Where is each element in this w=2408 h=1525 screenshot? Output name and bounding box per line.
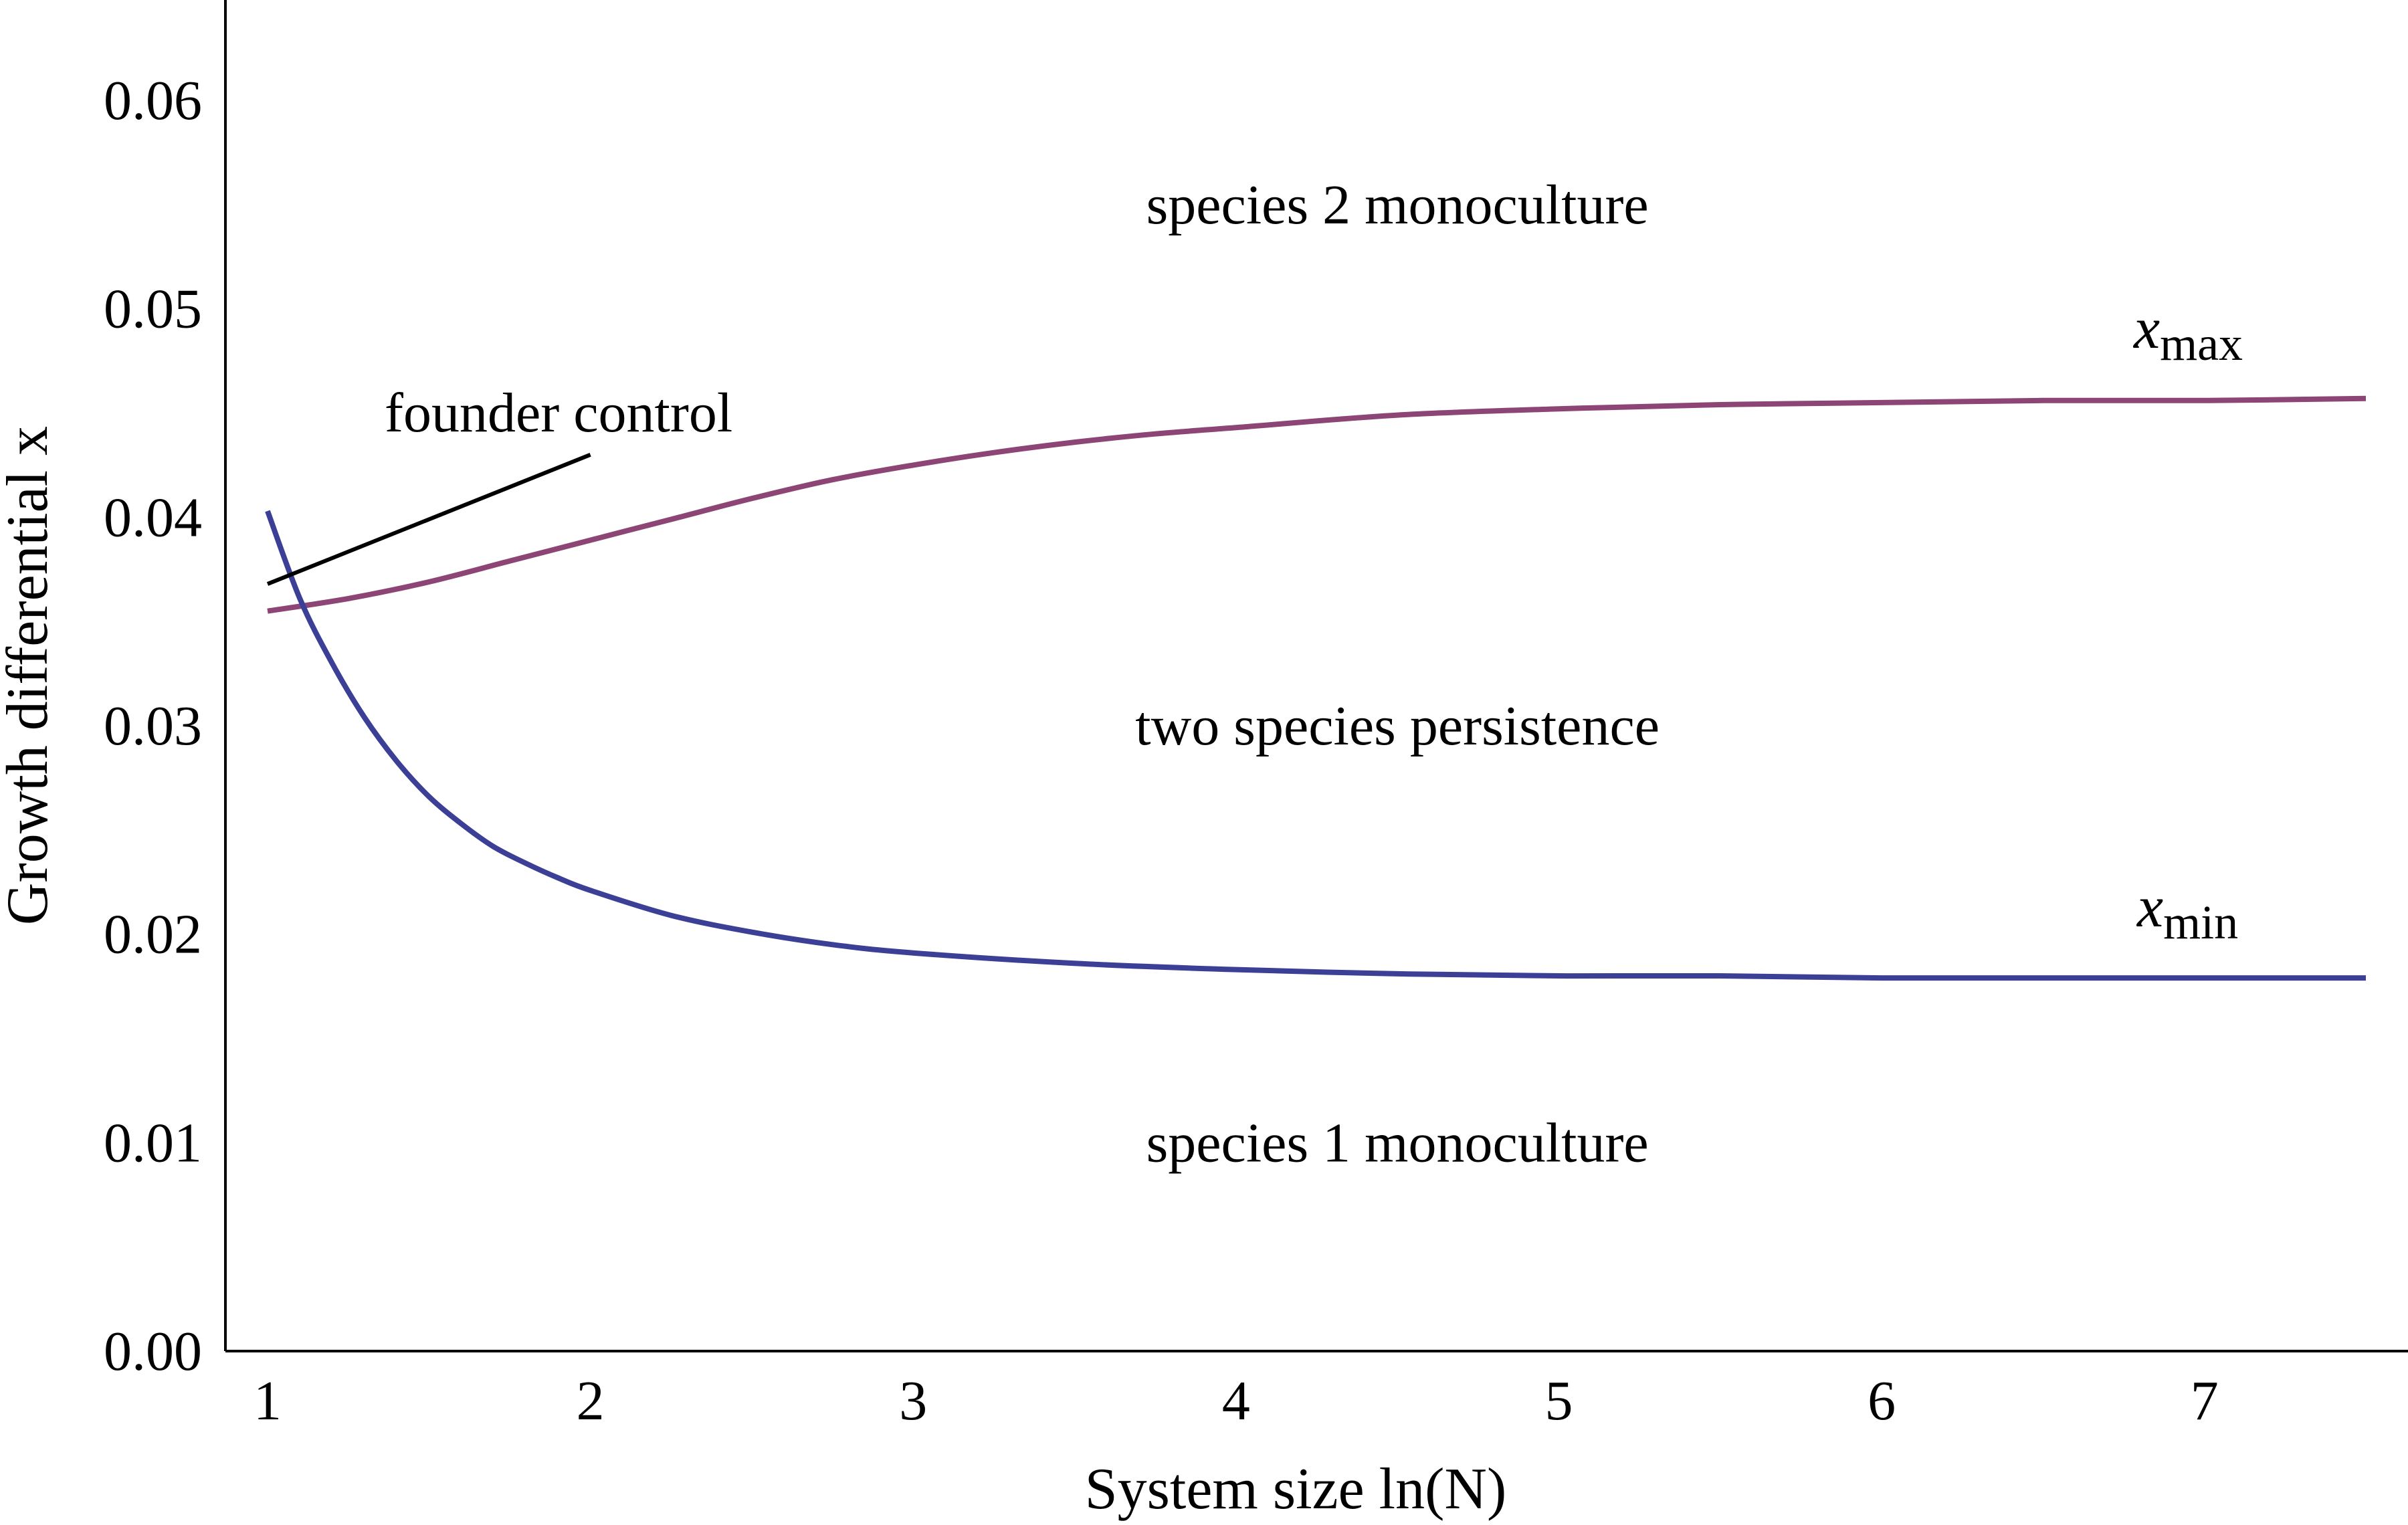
x-tick-label: 5 [1544,1370,1573,1432]
founder-control-line [266,453,591,586]
founder-control-label: founder control [385,382,732,444]
xmin-curve-label: xmin [2136,875,2238,949]
region-label-species-2-monoculture: species 2 monoculture [1146,174,1649,236]
y-axis-label: Growth differential x [0,426,60,925]
x-tick-label: 6 [1868,1370,1896,1432]
xmax-curve-label: xmax [2132,296,2243,371]
y-tick-label: 0.06 [104,70,202,132]
region-label-species-1-monoculture: species 1 monoculture [1146,1112,1649,1174]
x-axis-label: System size ln(N) [1085,1457,1507,1522]
y-tick-label: 0.00 [104,1320,202,1383]
xmin-label-main: x [2136,875,2163,940]
xmin-label-sub: min [2163,896,2238,949]
series-line-x-min [265,510,2366,981]
x-tick-label: 3 [899,1370,927,1432]
y-tick-label: 0.01 [104,1112,202,1174]
y-tick-labels: 0.00 0.01 0.02 0.03 0.04 0.05 0.06 [104,70,202,1383]
y-tick-label: 0.05 [104,278,202,340]
y-tick-label: 0.04 [104,486,202,548]
series-layer [265,395,2367,981]
xmax-label-main: x [2132,296,2160,361]
y-tick-label: 0.03 [104,695,202,757]
y-tick-label: 0.02 [104,904,202,966]
axes [224,0,2408,1352]
x-tick-label: 2 [577,1370,605,1432]
xmax-label-sub: max [2160,317,2243,371]
x-tick-label: 7 [2191,1370,2219,1432]
x-tick-label: 1 [254,1370,282,1432]
x-tick-labels: 1 2 3 4 5 6 7 [254,1370,2219,1432]
region-label-two-species-persistence: two species persistence [1135,695,1660,757]
series-line-x-max [267,395,2367,614]
x-tick-label: 4 [1222,1370,1250,1432]
